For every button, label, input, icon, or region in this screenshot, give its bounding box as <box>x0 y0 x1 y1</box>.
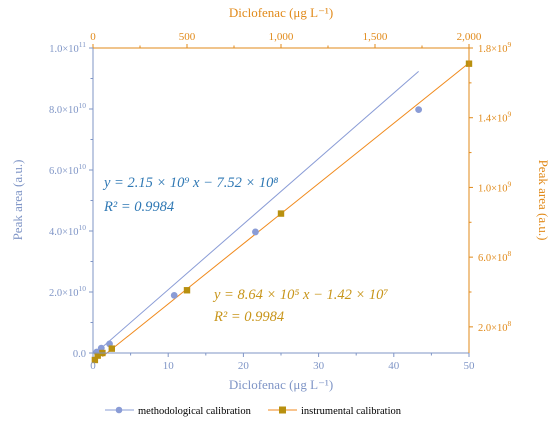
bottom-tick-label: 30 <box>313 360 325 372</box>
point-instrumental <box>183 287 191 294</box>
right-tick-label: 6.0×108 <box>478 249 512 264</box>
equation-methodological-line1: y = 2.15 × 10⁹ x − 7.52 × 10⁸ <box>102 175 278 191</box>
top-tick-label: 1,000 <box>269 31 294 43</box>
equation-instrumental: y = 8.64 × 10⁵ x − 1.42 × 10⁷ R² = 0.998… <box>212 287 388 325</box>
right-tick-label: 2.0×108 <box>478 319 512 334</box>
equation-methodological-r2: R² = 0.9984 <box>103 199 174 215</box>
top-tick-label: 2,000 <box>457 31 482 43</box>
bottom-axis-title: Diclofenac (μg L⁻¹) <box>229 377 333 392</box>
bottom-tick-label: 40 <box>388 360 400 372</box>
point-instrumental <box>108 345 115 352</box>
right-tick-label: 1.0×109 <box>478 179 512 194</box>
legend-label-instrumental: instrumental calibration <box>301 406 402 417</box>
bottom-tick-label: 0 <box>90 360 96 372</box>
right-tick-label: 1.4×109 <box>478 110 512 125</box>
bottom-tick-label: 50 <box>464 360 476 372</box>
bottom-tick-label: 20 <box>238 360 250 372</box>
left-tick-label: 1.0×1011 <box>49 40 86 55</box>
right-axis-title: Peak area (a.u.) <box>536 160 550 241</box>
right-tick-label: 1.8×109 <box>478 40 512 55</box>
legend-marker-instrumental <box>279 406 286 414</box>
left-tick-label: 0.0 <box>73 349 86 360</box>
point-instrumental <box>94 352 101 359</box>
left-tick-label: 4.0×1010 <box>49 223 86 238</box>
point-methodological <box>170 291 178 299</box>
left-tick-label: 8.0×1010 <box>49 101 86 116</box>
top-axis-title: Diclofenac (μg L⁻¹) <box>229 5 333 20</box>
left-axis-title: Peak area (a.u.) <box>10 160 25 241</box>
left-tick-label: 2.0×1010 <box>49 284 86 299</box>
point-methodological <box>415 106 423 114</box>
fit-line-methodological <box>96 70 419 353</box>
point-methodological <box>252 228 259 236</box>
fit-line-instrumental <box>102 62 470 358</box>
legend-marker-methodological <box>115 406 123 414</box>
equation-instrumental-r2: R² = 0.9984 <box>213 309 284 325</box>
legend: methodological calibration instrumental … <box>105 406 402 417</box>
point-instrumental <box>277 210 285 217</box>
axes: 0 10 20 30 40 500 500 1,000 1,500 2,0000.02.0×101… <box>49 31 512 372</box>
left-tick-label: 6.0×1010 <box>49 162 86 177</box>
equation-methodological: y = 2.15 × 10⁹ x − 7.52 × 10⁸ R² = 0.998… <box>102 175 278 215</box>
top-tick-label: 500 <box>179 31 196 43</box>
bottom-tick-label: 10 <box>163 360 175 372</box>
legend-label-methodological: methodological calibration <box>138 406 252 417</box>
equation-instrumental-line1: y = 8.64 × 10⁵ x − 1.42 × 10⁷ <box>212 287 388 303</box>
point-instrumental <box>91 356 99 364</box>
top-tick-label: 1,500 <box>363 31 388 43</box>
top-tick-label: 0 <box>90 31 96 43</box>
